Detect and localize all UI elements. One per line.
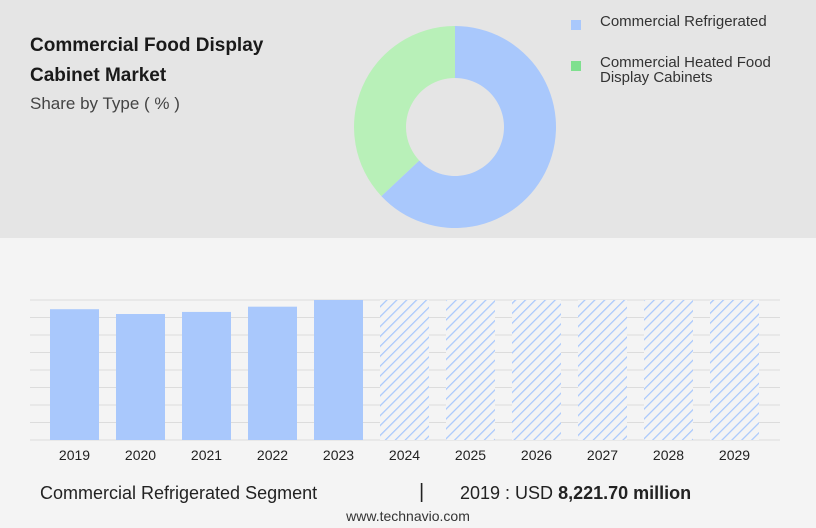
legend-label-refrigerated: Commercial Refrigerated xyxy=(600,13,767,30)
x-tick-label: 2026 xyxy=(521,447,552,463)
x-tick-label: 2019 xyxy=(59,447,90,463)
x-tick-label: 2024 xyxy=(389,447,420,463)
x-tick-label: 2028 xyxy=(653,447,684,463)
donut-chart xyxy=(354,26,556,228)
donut-slice-refrigerated xyxy=(381,26,556,228)
bar-2022 xyxy=(248,306,297,440)
chart-title: Commercial Food Display Cabinet Market xyxy=(30,35,264,86)
chart-subtitle: Share by Type ( % ) xyxy=(30,94,180,113)
legend-item-refrigerated: Commercial Refrigerated xyxy=(568,13,808,30)
bar-forecast-2025 xyxy=(446,300,495,440)
legend-label-heated: Commercial Heated Food Display Cabinets xyxy=(600,54,771,86)
legend: Commercial Refrigerated Commercial Heate… xyxy=(568,14,808,111)
bar-forecast-2027 xyxy=(578,300,627,440)
x-tick-label: 2020 xyxy=(125,447,156,463)
bar-2019 xyxy=(50,309,99,440)
footer-segment: Commercial Refrigerated Segment xyxy=(40,483,318,503)
site-url: www.technavio.com xyxy=(346,508,470,524)
x-tick-label: 2027 xyxy=(587,447,618,463)
footer-separator: | xyxy=(419,481,425,503)
bar-2021 xyxy=(182,311,231,440)
bar-2023 xyxy=(314,300,363,440)
x-tick-label: 2025 xyxy=(455,447,486,463)
legend-item-heated: Commercial Heated Food Display Cabinets xyxy=(568,55,808,85)
footer-stat: 2019 : USD 8,221.70 million xyxy=(460,483,691,504)
donut-slice-heated xyxy=(354,26,455,197)
x-tick-label: 2022 xyxy=(257,447,288,463)
x-tick-label: 2023 xyxy=(323,447,354,463)
footer: Commercial Refrigerated Segment | 2019 :… xyxy=(0,480,816,506)
legend-swatch-heated xyxy=(571,61,581,71)
bar-forecast-2024 xyxy=(380,300,429,440)
bar-2020 xyxy=(116,314,165,440)
bar-forecast-2029 xyxy=(710,300,759,440)
bar-forecast-2026 xyxy=(512,300,561,440)
legend-swatch-refrigerated xyxy=(571,20,581,30)
footer-stat-label: 2019 : USD xyxy=(460,483,554,503)
bar-chart: 2019 2020 2021 2022 2023 2024 2025 2026 2027 2028… xyxy=(30,299,780,463)
footer-stat-value: 8,221.70 million xyxy=(558,483,692,503)
bar-forecast-2028 xyxy=(644,300,693,440)
x-tick-label: 2029 xyxy=(719,447,750,463)
x-tick-label: 2021 xyxy=(191,447,222,463)
